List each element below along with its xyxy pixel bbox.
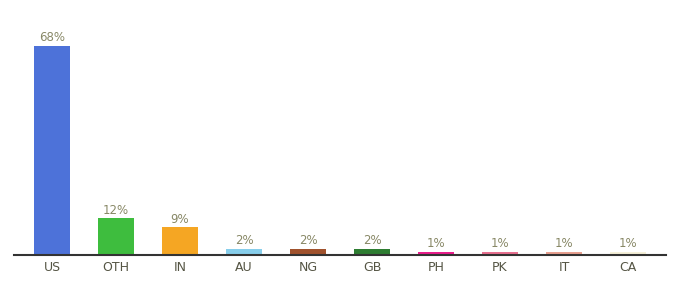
Text: 2%: 2%: [235, 234, 254, 247]
Bar: [35, 46, 69, 255]
Text: 2%: 2%: [362, 234, 381, 247]
Text: 1%: 1%: [555, 237, 573, 250]
Bar: [611, 252, 645, 255]
Bar: [482, 252, 517, 255]
Text: 2%: 2%: [299, 234, 318, 247]
Bar: [418, 252, 454, 255]
Bar: [99, 218, 133, 255]
Bar: [354, 249, 390, 255]
Text: 68%: 68%: [39, 31, 65, 44]
Bar: [547, 252, 581, 255]
Text: 9%: 9%: [171, 213, 189, 226]
Bar: [290, 249, 326, 255]
Bar: [226, 249, 262, 255]
Text: 1%: 1%: [491, 237, 509, 250]
Text: 1%: 1%: [619, 237, 637, 250]
Text: 12%: 12%: [103, 203, 129, 217]
Text: 1%: 1%: [426, 237, 445, 250]
Bar: [163, 227, 198, 255]
